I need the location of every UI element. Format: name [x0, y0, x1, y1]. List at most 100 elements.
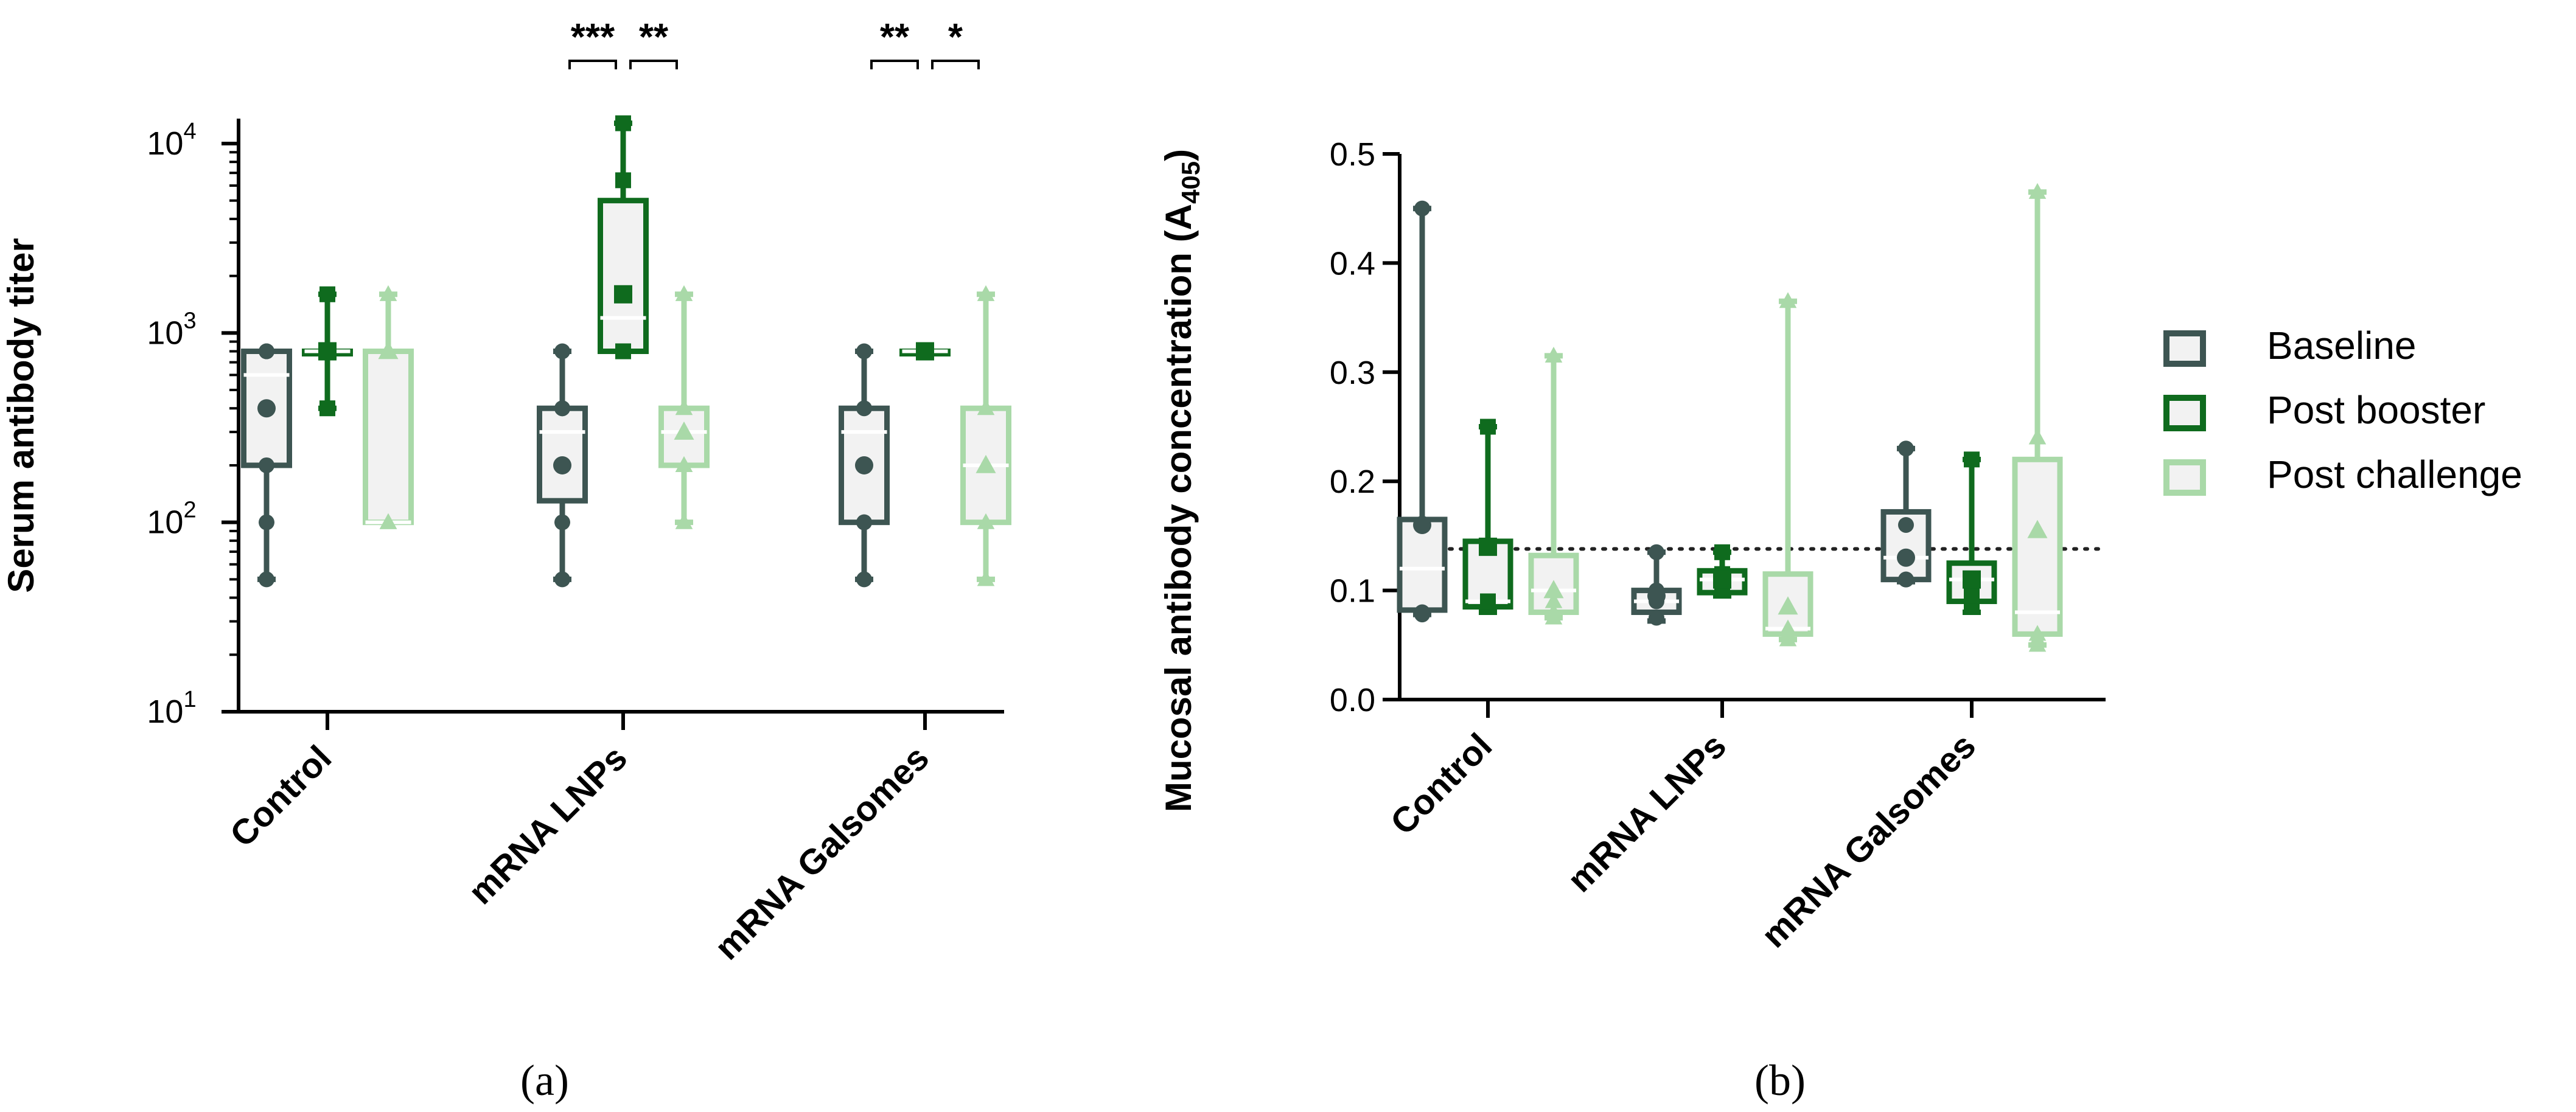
x-tick-label: Control: [1383, 726, 1499, 843]
mean-marker: [855, 456, 873, 474]
legend-label: Post challenge: [2267, 453, 2522, 496]
data-point: [977, 285, 995, 301]
y-tick-label: 0.2: [1330, 464, 1375, 500]
significance-label: *: [948, 16, 963, 58]
data-point: [1964, 451, 1980, 468]
data-point: [977, 570, 995, 586]
data-point: [2028, 625, 2047, 641]
significance-bracket: [870, 60, 919, 69]
data-point: [1545, 346, 1563, 363]
data-point: [319, 286, 335, 302]
data-point: [259, 457, 274, 473]
data-point: [977, 399, 995, 415]
data-point: [1898, 440, 1914, 457]
significance-bracket: [629, 60, 678, 69]
mean-marker: [2027, 520, 2048, 538]
data-point: [856, 514, 872, 530]
panel-b-chart: 0.0 0.1 0.2 0.3 0.4 0.5 Mucosal antibody conce…: [1158, 136, 2107, 955]
mean-marker: [1778, 596, 1798, 615]
data-point: [1414, 604, 1430, 620]
y-tick-label: 104: [147, 119, 196, 162]
box: [537, 405, 588, 504]
data-point: [1649, 544, 1664, 560]
data-point: [675, 456, 693, 472]
mean-marker: [976, 454, 996, 473]
mean-marker: [318, 342, 337, 361]
legend-swatch: [2163, 459, 2206, 496]
legend-swatch: [2163, 395, 2206, 431]
box: [2012, 456, 2063, 637]
y-tick-label: 0.5: [1330, 136, 1375, 173]
data-point: [1545, 603, 1563, 619]
legend-swatch: [2163, 330, 2206, 367]
data-point: [1649, 610, 1664, 626]
significance-label: ***: [571, 16, 615, 58]
data-point: [379, 285, 397, 301]
data-point: [554, 400, 570, 417]
mean-marker: [378, 341, 399, 360]
significance-bracket: [568, 60, 617, 69]
y-tick-label: 0.4: [1330, 245, 1375, 282]
mean-marker: [916, 342, 934, 361]
data-point: [1480, 419, 1496, 435]
significance-label: **: [639, 16, 669, 58]
mean-marker: [674, 421, 694, 440]
data-point: [554, 514, 570, 530]
data-point: [554, 571, 570, 588]
legend: Baseline Post booster Post challenge: [2163, 324, 2522, 496]
data-point: [856, 571, 872, 588]
legend-label: Post booster: [2267, 388, 2485, 432]
data-point: [1779, 619, 1797, 636]
box: [363, 349, 414, 526]
data-point: [977, 513, 995, 529]
data-point: [615, 172, 631, 189]
data-point: [856, 343, 872, 360]
data-point: [2028, 428, 2047, 445]
panel-a-label: (a): [520, 1056, 569, 1105]
data-point: [554, 343, 570, 360]
y-tick-label: 0.3: [1330, 355, 1375, 391]
significance-label: **: [880, 16, 910, 58]
data-point: [319, 400, 335, 417]
mean-marker: [614, 285, 632, 304]
panel-a-chart: 101 102 103 104 Serum antibody titer Control m…: [1, 16, 1011, 967]
mean-marker: [553, 456, 571, 474]
mean-marker: [257, 399, 276, 418]
data-point: [615, 343, 631, 360]
data-point: [675, 399, 693, 415]
data-point: [2028, 182, 2047, 199]
data-point: [1414, 200, 1430, 217]
box: [598, 198, 649, 355]
mean-marker: [1713, 570, 1731, 589]
y-tick-label: 0.1: [1330, 573, 1375, 610]
data-point: [379, 513, 397, 529]
data-point: [1714, 544, 1730, 560]
x-tick-label: mRNA Galsomes: [1754, 726, 1983, 955]
data-point: [1964, 588, 1980, 604]
data-point: [1898, 571, 1914, 588]
data-point: [675, 513, 693, 529]
y-tick-label: 102: [147, 498, 196, 541]
mean-marker: [1543, 580, 1564, 599]
data-point: [615, 115, 631, 131]
data-point: [1545, 592, 1563, 608]
legend-label: Baseline: [2267, 324, 2417, 367]
x-tick-label: mRNA LNPs: [461, 738, 635, 912]
y-tick-label: 103: [147, 308, 196, 351]
panel-b-label: (b): [1754, 1056, 1806, 1105]
mean-marker: [1647, 586, 1666, 605]
data-point: [675, 285, 693, 301]
mean-marker: [1963, 570, 1981, 589]
significance-bracket: [931, 60, 980, 69]
mean-marker: [1413, 515, 1431, 534]
data-point: [1480, 593, 1496, 610]
data-point: [259, 571, 274, 588]
x-tick-label: mRNA LNPs: [1560, 726, 1734, 900]
y-tick-label: 0.0: [1330, 682, 1375, 718]
data-point: [259, 514, 274, 530]
y-axis-label: Serum antibody titer: [1, 238, 41, 592]
y-axis-label: Mucosal antibody concentration (A405): [1158, 149, 1205, 812]
x-tick-label: Control: [222, 738, 339, 855]
data-point: [856, 400, 872, 417]
